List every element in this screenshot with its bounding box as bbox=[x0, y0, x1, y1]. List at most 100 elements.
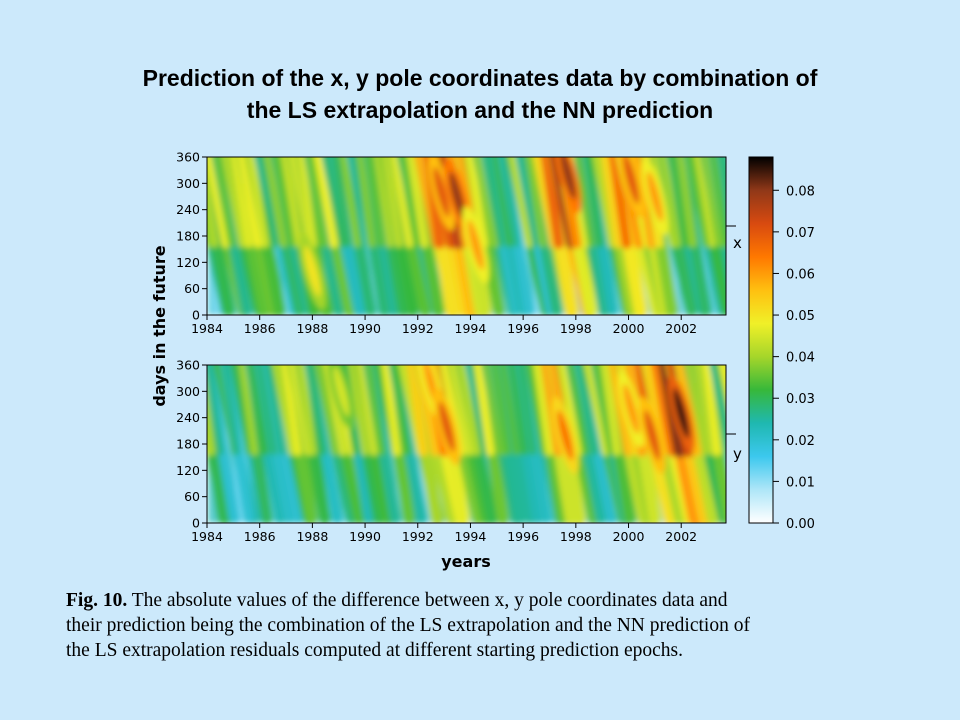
heat-band bbox=[575, 157, 595, 248]
heat-band bbox=[608, 157, 632, 249]
x-tick-label: 1986 bbox=[244, 321, 276, 336]
heat-hotspot bbox=[304, 245, 321, 297]
heat-band bbox=[229, 157, 253, 248]
heat-band bbox=[483, 157, 505, 248]
panel-y-label: y bbox=[733, 445, 742, 463]
caption-label: Fig. 10. bbox=[66, 590, 128, 611]
y-tick-label: 60 bbox=[184, 489, 200, 504]
heat-hotspot bbox=[623, 157, 640, 205]
x-tick-label: 2000 bbox=[613, 529, 645, 544]
heat-band bbox=[576, 365, 599, 456]
heat-cell bbox=[697, 157, 704, 315]
heat-band bbox=[297, 365, 317, 456]
heat-hotspot bbox=[467, 219, 484, 270]
heat-band bbox=[592, 365, 615, 456]
heat-band bbox=[331, 157, 352, 248]
heat-band bbox=[246, 157, 269, 248]
heat-hotspot bbox=[644, 410, 661, 461]
y-tick-label: 300 bbox=[176, 176, 200, 191]
heat-hotspot bbox=[449, 171, 466, 222]
x-tick-label: 1986 bbox=[244, 529, 276, 544]
colorbar-tick-label: 0.01 bbox=[786, 475, 815, 490]
colorbar-ramp bbox=[748, 156, 774, 524]
heat-cell bbox=[519, 157, 526, 315]
heat-hotspot bbox=[559, 157, 576, 200]
heat-band bbox=[660, 157, 682, 248]
x-tick-label: 1988 bbox=[296, 529, 328, 544]
x-tick-label: 1994 bbox=[455, 321, 487, 336]
x-tick-label: 1994 bbox=[455, 529, 487, 544]
heat-band bbox=[491, 157, 513, 248]
heat-band bbox=[264, 365, 286, 456]
y-tick-label: 240 bbox=[176, 202, 200, 217]
heat-band bbox=[600, 365, 622, 456]
y-tick-label: 0 bbox=[192, 516, 200, 531]
heat-band bbox=[710, 157, 726, 248]
heat-hotspot bbox=[557, 410, 574, 461]
y-tick-label: 0 bbox=[192, 308, 200, 323]
heat-band bbox=[702, 157, 726, 248]
heat-band bbox=[406, 365, 429, 457]
title-line-1: Prediction of the x, y pole coordinates … bbox=[142, 65, 818, 91]
heat-band bbox=[668, 157, 691, 248]
heat-band bbox=[207, 365, 225, 456]
heat-band bbox=[314, 157, 338, 249]
heat-band bbox=[280, 157, 304, 248]
colorbar-tick-label: 0.06 bbox=[786, 267, 815, 282]
colorbar-tick-label: 0.05 bbox=[786, 309, 815, 324]
title-line-2: the LS extrapolation and the NN predicti… bbox=[246, 97, 714, 123]
heat-band bbox=[540, 157, 564, 249]
x-tick-label: 1988 bbox=[296, 321, 328, 336]
heat-band bbox=[457, 365, 481, 456]
heat-band bbox=[356, 157, 376, 248]
heat-band bbox=[365, 365, 386, 456]
heat-band bbox=[207, 387, 216, 456]
heat-band bbox=[533, 365, 554, 456]
heat-band bbox=[592, 157, 616, 248]
heat-hotspot bbox=[438, 401, 455, 452]
heat-band bbox=[508, 157, 533, 248]
heat-band bbox=[525, 157, 547, 248]
heat-band bbox=[289, 365, 313, 456]
heat-band bbox=[650, 365, 678, 457]
figure-caption: Fig. 10. The absolute values of the diff… bbox=[66, 588, 926, 663]
heat-band bbox=[500, 157, 520, 248]
heat-band bbox=[297, 157, 318, 248]
colorbar: 0.00 0.01 0.02 0.03 0.04 0.05 0.06 0.07 0.08 bbox=[748, 156, 815, 532]
heat-band bbox=[567, 365, 590, 456]
heat-band-halo bbox=[717, 157, 726, 203]
x-tick-label: 2000 bbox=[613, 321, 645, 336]
heat-band bbox=[314, 365, 339, 456]
heat-band bbox=[406, 157, 429, 248]
heat-band bbox=[213, 157, 236, 248]
y-tick-label: 120 bbox=[176, 255, 200, 270]
heat-band bbox=[465, 157, 489, 249]
heat-band bbox=[399, 157, 423, 248]
heat-band bbox=[491, 365, 512, 456]
x-tick-label: 1992 bbox=[402, 321, 434, 336]
heat-band bbox=[685, 365, 711, 456]
heat-hotspot bbox=[433, 166, 450, 218]
colorbar-tick-label: 0.03 bbox=[786, 392, 815, 407]
heat-band bbox=[238, 365, 259, 456]
y-tick-label: 360 bbox=[176, 150, 200, 165]
heat-band bbox=[600, 157, 623, 249]
heat-band bbox=[256, 365, 278, 456]
heat-band bbox=[238, 157, 262, 249]
heat-band bbox=[466, 365, 490, 456]
x-tick-label: 1984 bbox=[191, 529, 223, 544]
x-tick-label: 1998 bbox=[560, 321, 592, 336]
colorbar-tick-label: 0.00 bbox=[786, 517, 815, 532]
heat-band bbox=[339, 157, 361, 248]
heat-band bbox=[584, 157, 604, 248]
caption-line-3: the LS extrapolation residuals computed … bbox=[66, 640, 683, 661]
heat-band bbox=[390, 365, 411, 456]
heat-band bbox=[222, 365, 241, 456]
heat-band bbox=[306, 157, 328, 248]
heat-band bbox=[264, 157, 287, 248]
colorbar-tick-label: 0.07 bbox=[786, 226, 815, 241]
heat-band bbox=[584, 365, 610, 456]
y-tick-label: 300 bbox=[176, 384, 200, 399]
colorbar-tick-label: 0.04 bbox=[786, 351, 815, 366]
